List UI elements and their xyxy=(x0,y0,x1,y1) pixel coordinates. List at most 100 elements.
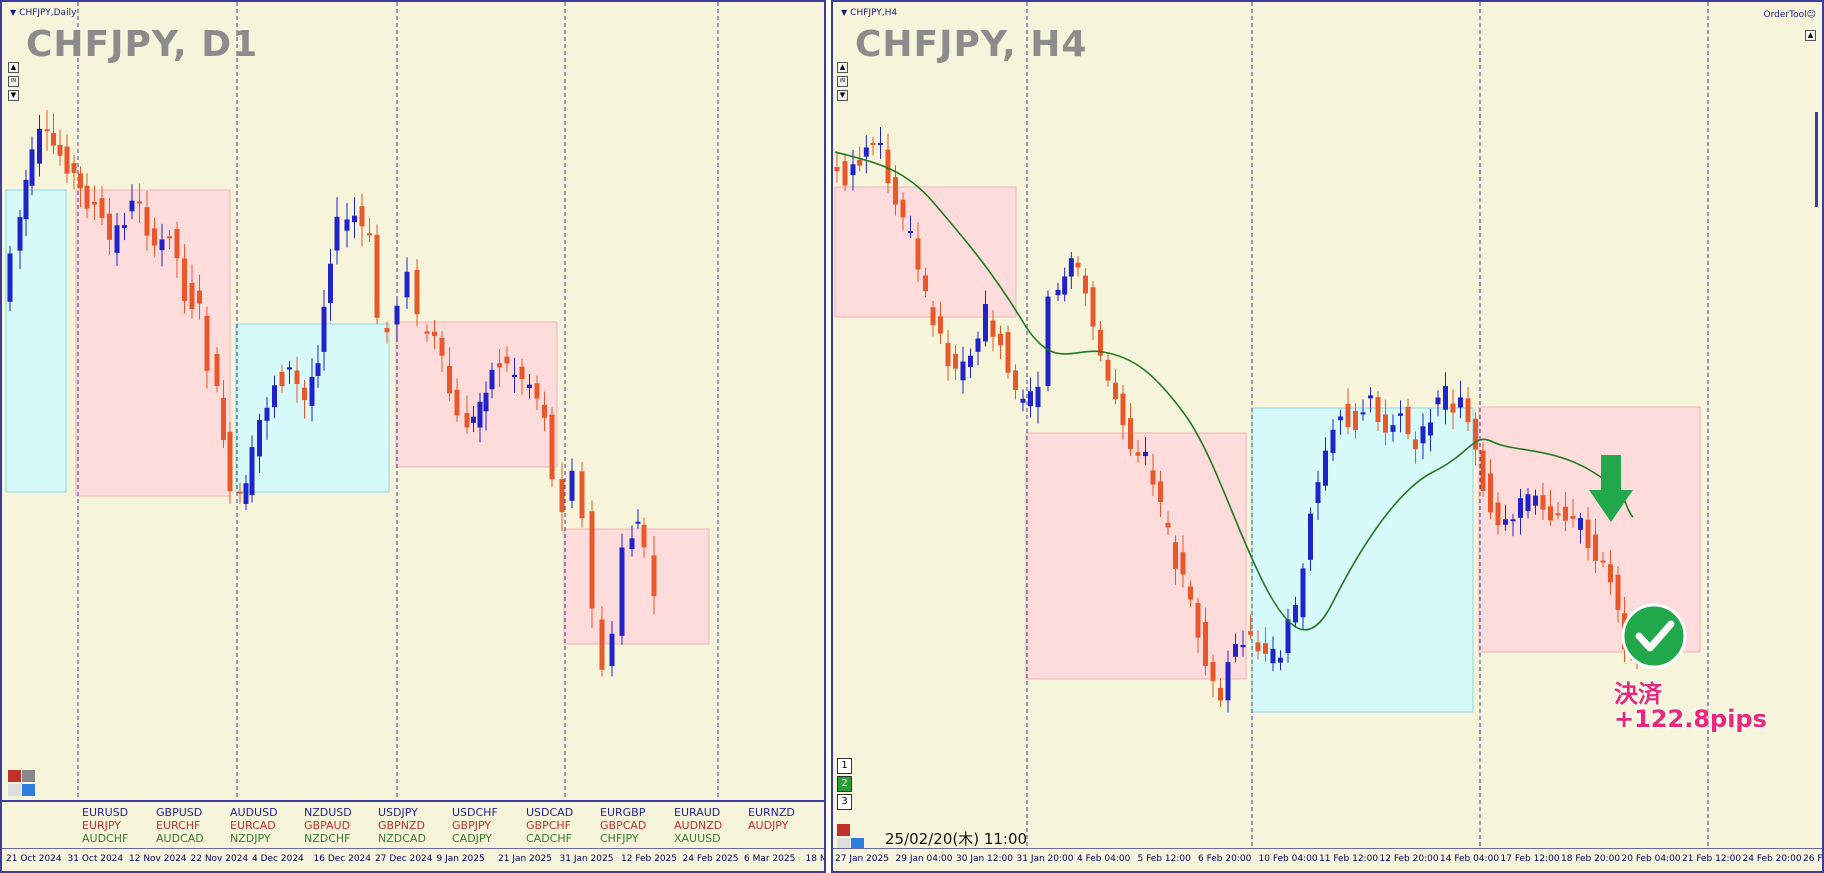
symbol-item[interactable]: GBPCHF xyxy=(526,819,571,832)
symbol-item[interactable]: GBPJPY xyxy=(452,819,492,832)
timeframe-button-2[interactable]: 2 xyxy=(837,776,852,792)
daily-chart-window[interactable]: ▼ CHFJPY,Daily CHFJPY, D1 ▲ iN ▼ EURUSD EU… xyxy=(0,0,826,873)
candle-body xyxy=(321,306,327,352)
symbol-item[interactable]: GBPNZD xyxy=(378,819,425,832)
x-axis-label: 22 Nov 2024 xyxy=(190,854,249,864)
symbol-item[interactable]: EURJPY xyxy=(82,819,121,832)
zone-box xyxy=(563,528,710,645)
scroll-up-icon[interactable]: ▲ xyxy=(8,62,19,73)
symbol-item[interactable]: EURAUD xyxy=(674,806,721,819)
square-icon[interactable] xyxy=(851,838,864,850)
symbol-item[interactable]: EURGBP xyxy=(600,806,646,819)
close-order-icon[interactable] xyxy=(837,824,850,836)
mouse-icon[interactable] xyxy=(8,784,21,796)
scroll-up-icon[interactable]: ▲ xyxy=(1805,30,1816,41)
h4-window-id: ▼ CHFJPY,H4 xyxy=(841,8,898,18)
symbol-item[interactable]: USDCHF xyxy=(452,806,498,819)
candle-body xyxy=(1390,425,1396,432)
candle-body xyxy=(189,283,195,310)
x-axis-label: 31 Jan 2025 xyxy=(559,854,614,864)
candle-body xyxy=(1375,397,1381,423)
symbol-item[interactable]: EURNZD xyxy=(748,806,795,819)
candle-body xyxy=(1593,534,1598,561)
symbol-item[interactable]: NZDCHF xyxy=(304,832,351,845)
candle-body xyxy=(334,216,340,251)
symbol-item[interactable]: CHFJPY xyxy=(600,832,639,845)
symbol-item[interactable]: GBPCAD xyxy=(600,819,647,832)
fix-scale-icon[interactable]: iN xyxy=(837,76,848,87)
candle-body xyxy=(968,355,973,368)
candle-body xyxy=(1218,687,1223,701)
symbol-item[interactable]: AUDCAD xyxy=(156,832,204,845)
candle-body xyxy=(483,392,489,412)
symbol-item[interactable]: NZDCAD xyxy=(378,832,426,845)
candle-body xyxy=(998,333,1003,346)
settle-label: 決済 xyxy=(1614,680,1662,708)
symbol-column: USDCAD GBPCHF CADCHF xyxy=(526,806,573,845)
candle-body xyxy=(1005,332,1011,373)
fix-scale-icon[interactable]: iN xyxy=(8,76,19,87)
x-axis-label: 21 Oct 2024 xyxy=(6,854,62,864)
symbol-item[interactable]: EURCAD xyxy=(230,819,276,832)
h4-chart-window[interactable]: ▼ CHFJPY,H4 CHFJPY, H4 OrderTool☺ ▲ iN ▼ … xyxy=(831,0,1824,873)
x-axis-label: 4 Dec 2024 xyxy=(252,854,304,864)
timeframe-button-1[interactable]: 1 xyxy=(837,758,852,774)
symbol-item[interactable]: EURCHF xyxy=(156,819,201,832)
symbol-item[interactable]: NZDUSD xyxy=(304,806,352,819)
scroll-down-icon[interactable]: ▼ xyxy=(8,90,19,101)
symbol-item[interactable]: USDCAD xyxy=(526,806,574,819)
symbol-item[interactable]: GBPAUD xyxy=(304,819,351,832)
symbol-item[interactable]: XAUUSD xyxy=(674,832,721,845)
x-axis-label: 18 Mar xyxy=(805,854,825,864)
vertical-scrollbar[interactable] xyxy=(1815,112,1818,207)
symbol-item[interactable]: GBPUSD xyxy=(156,806,203,819)
moving-average-line xyxy=(834,151,1634,631)
candle-body xyxy=(1293,604,1298,623)
zone-box xyxy=(1025,432,1247,680)
check-circle-icon xyxy=(1621,603,1687,669)
x-axis-label: 5 Feb 12:00 xyxy=(1137,854,1191,864)
mouse-icon[interactable] xyxy=(837,838,850,850)
square-icon[interactable] xyxy=(22,784,35,796)
x-axis-label: 24 Feb 2025 xyxy=(682,854,739,864)
candle-body xyxy=(930,307,936,326)
x-axis-label: 12 Nov 2024 xyxy=(129,854,187,864)
symbol-item[interactable]: AUDJPY xyxy=(748,819,789,832)
scroll-down-icon[interactable]: ▼ xyxy=(837,90,848,101)
candle-body xyxy=(1128,418,1133,450)
symbol-column: USDCHF GBPJPY CADJPY xyxy=(452,806,498,845)
symbol-item[interactable]: CADCHF xyxy=(526,832,572,845)
candle-body xyxy=(243,483,249,504)
candle-body xyxy=(1203,621,1208,667)
candle-body xyxy=(900,199,906,218)
symbol-item[interactable]: AUDNZD xyxy=(674,819,723,832)
candle-body xyxy=(152,228,157,246)
candle-body xyxy=(471,416,476,423)
symbol-item[interactable]: AUDCHF xyxy=(82,832,129,845)
scroll-up-icon[interactable]: ▲ xyxy=(837,62,848,73)
candle-body xyxy=(1270,648,1276,664)
candle-body xyxy=(1135,452,1141,456)
symbol-item[interactable]: NZDJPY xyxy=(230,832,271,845)
timeframe-button-3[interactable]: 3 xyxy=(837,794,852,810)
symbol-item[interactable]: AUDUSD xyxy=(230,806,278,819)
symbol-item[interactable]: USDJPY xyxy=(378,806,418,819)
close-order-icon[interactable] xyxy=(8,770,21,782)
candle-body xyxy=(359,206,365,227)
candle-body xyxy=(527,384,532,389)
symbol-item[interactable]: EURUSD xyxy=(82,806,129,819)
x-axis-label: 24 Feb 20:00 xyxy=(1742,854,1802,864)
candle-body xyxy=(609,633,615,667)
candle-body xyxy=(1585,519,1591,549)
symbol-item[interactable]: CADJPY xyxy=(452,832,493,845)
zone-box xyxy=(834,186,1017,318)
x-axis-label: 4 Feb 04:00 xyxy=(1077,854,1131,864)
candle-body xyxy=(1098,329,1103,356)
candle-body xyxy=(1450,403,1456,413)
candle-body xyxy=(159,239,165,251)
x-axis-label: 14 Feb 04:00 xyxy=(1440,854,1500,864)
candle-body xyxy=(1150,470,1156,485)
minus-icon[interactable] xyxy=(22,770,35,782)
ordertool-label[interactable]: OrderTool☺ xyxy=(1763,10,1816,20)
candle-body xyxy=(857,159,863,166)
